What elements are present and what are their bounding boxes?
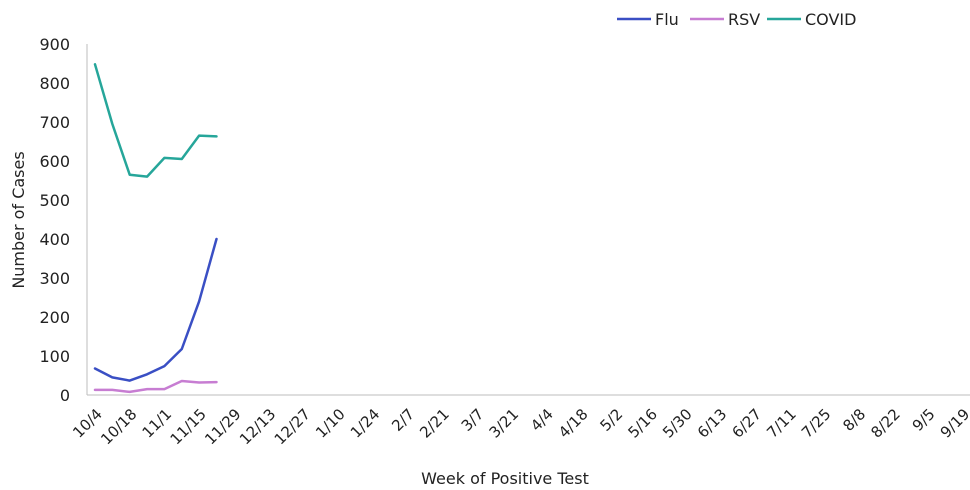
- legend-label-flu: Flu: [655, 10, 679, 29]
- x-tick-label: 12/13: [236, 405, 279, 448]
- x-tick-label: 7/25: [798, 405, 835, 442]
- legend-label-covid: COVID: [805, 10, 856, 29]
- x-tick-label: 1/24: [347, 405, 384, 442]
- x-tick-label: 5/30: [659, 405, 696, 442]
- y-tick-label: 400: [39, 230, 70, 249]
- x-tick-label: 5/16: [624, 405, 661, 442]
- y-tick-label: 0: [60, 386, 70, 405]
- y-tick-label: 800: [39, 74, 70, 93]
- x-tick-label: 4/18: [555, 405, 592, 442]
- x-tick-label: 7/11: [763, 405, 800, 442]
- x-tick-label: 1/10: [312, 405, 349, 442]
- x-tick-label: 3/7: [458, 405, 488, 435]
- series-line-covid: [93, 63, 218, 178]
- y-tick-label: 900: [39, 35, 70, 54]
- x-axis: 10/410/1811/111/1511/2912/1312/271/101/2…: [69, 394, 970, 448]
- x-tick-label: 12/27: [271, 405, 314, 448]
- legend-label-rsv: RSV: [728, 10, 760, 29]
- y-axis: 0 100 200 300 400 500 600 700 800 900: [39, 35, 88, 405]
- series-line-rsv: [93, 379, 218, 394]
- x-tick-label: 9/19: [937, 405, 970, 442]
- x-tick-label: 6/13: [694, 405, 731, 442]
- y-tick-label: 300: [39, 269, 70, 288]
- x-tick-label: 11/15: [167, 405, 210, 448]
- x-tick-label: 8/22: [867, 405, 904, 442]
- y-tick-label: 600: [39, 152, 70, 171]
- x-tick-label: 2/21: [416, 405, 453, 442]
- y-tick-label: 200: [39, 308, 70, 327]
- x-axis-title: Week of Positive Test: [421, 469, 589, 488]
- x-tick-label: 9/5: [909, 405, 939, 435]
- y-tick-label: 700: [39, 113, 70, 132]
- x-tick-label: 11/29: [201, 405, 244, 448]
- x-tick-label: 2/7: [388, 405, 418, 435]
- x-tick-label: 6/27: [729, 405, 766, 442]
- legend: Flu RSV COVID: [617, 10, 856, 29]
- y-tick-label: 500: [39, 191, 70, 210]
- x-tick-label: 5/2: [596, 405, 626, 435]
- x-tick-label: 4/4: [527, 405, 557, 435]
- y-tick-label: 100: [39, 347, 70, 366]
- series-line-flu: [93, 237, 218, 382]
- y-axis-title: Number of Cases: [9, 151, 28, 288]
- series-layer: [93, 63, 218, 394]
- x-tick-label: 3/21: [486, 405, 523, 442]
- x-tick-label: 10/18: [97, 405, 140, 448]
- x-tick-label: 8/8: [839, 405, 869, 435]
